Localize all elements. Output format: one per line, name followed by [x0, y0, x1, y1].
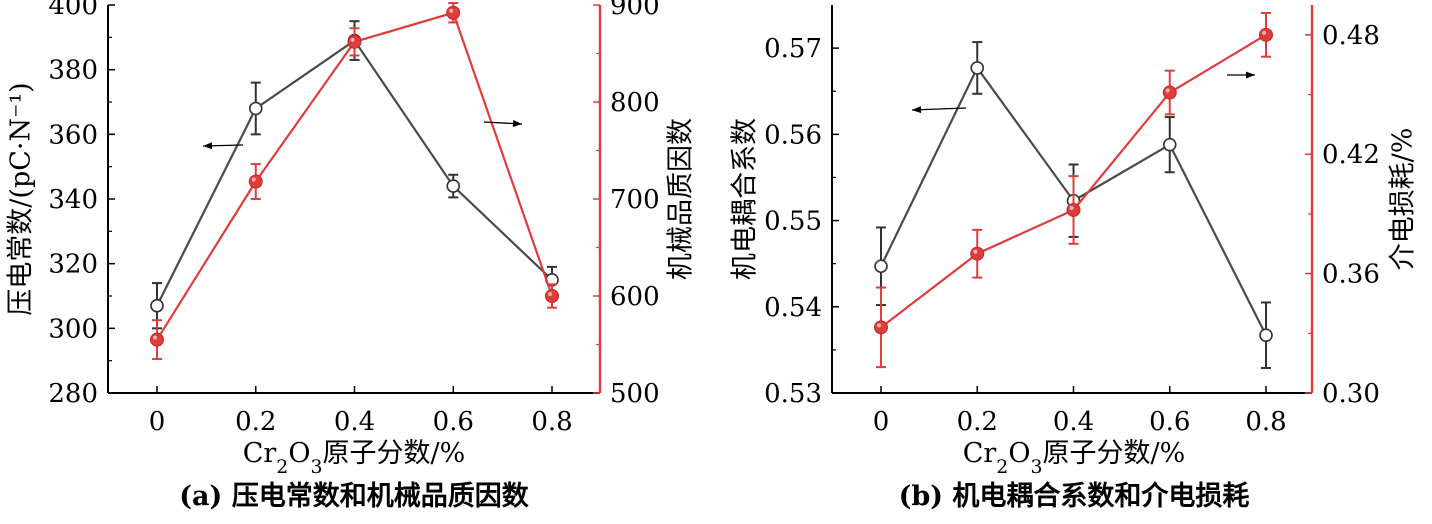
data-point-highlight [1069, 205, 1074, 210]
x-tick-label: 0.8 [1245, 407, 1286, 437]
data-point [874, 259, 888, 274]
y-left-tick-label: 0.53 [764, 379, 822, 409]
chart-panel-0: 0 0.2 0.4 0.6 0.8 280 300 320 340 360 380 400 500 600… [6, 0, 697, 512]
series-line-0 [156, 39, 553, 307]
y-right-axis-label: 机械品质因数 [666, 118, 697, 280]
x-axis-label: Cr2O3原子分数/% [963, 438, 1186, 478]
x-tick-label: 0.4 [1053, 407, 1094, 437]
y-right-tick-label: 800 [610, 88, 660, 118]
y-right-tick-label: 500 [610, 379, 660, 409]
data-point-highlight [548, 292, 552, 296]
data-point [446, 5, 461, 20]
data-point-highlight [153, 335, 157, 340]
y-left-tick-label: 320 [48, 250, 98, 280]
data-point [1162, 85, 1177, 100]
chart-panel-1: 0 0.2 0.4 0.6 0.8 0.53 0.54 0.55 0.56 0.57 0.30 0.3… [730, 5, 1419, 512]
y-right-tick-label: 0.30 [1322, 379, 1380, 409]
series-line-1 [156, 11, 554, 341]
y-right-tick-label: 0.36 [1322, 260, 1380, 290]
x-tick-label: 0.8 [531, 407, 572, 437]
y-left-tick-label: 360 [48, 120, 98, 150]
y-left-tick-label: 400 [48, 0, 98, 21]
data-point-highlight [350, 37, 355, 42]
y-right-tick-label: 900 [610, 0, 660, 21]
y-left-tick-label: 0.54 [764, 293, 822, 323]
y-left-tick-label: 340 [48, 185, 98, 215]
data-point [248, 174, 263, 189]
data-point-highlight [1165, 88, 1170, 93]
y-right-tick-label: 700 [610, 185, 660, 215]
x-axis-label: Cr2O3原子分数/% [243, 438, 466, 478]
axis-arrow [911, 107, 967, 111]
x-tick-label: 0 [873, 407, 890, 437]
data-point [150, 332, 164, 347]
data-point-highlight [1262, 30, 1266, 35]
y-left-axis-label: 压电常数/(pC·N⁻¹) [6, 82, 37, 315]
x-tick-label: 0.2 [235, 407, 276, 437]
panel-caption: (a) 压电常数和机械品质因数 [179, 481, 529, 512]
data-point-highlight [251, 177, 256, 182]
axis-arrow-head [203, 142, 213, 150]
data-point [970, 246, 985, 261]
data-point [446, 179, 461, 193]
x-tick-label: 0.4 [334, 407, 375, 437]
data-point [248, 101, 263, 116]
data-point [1066, 202, 1081, 217]
y-left-tick-label: 380 [48, 56, 98, 86]
y-left-axis-label: 机电耦合系数 [730, 118, 761, 280]
data-point [150, 298, 164, 313]
x-tick-label: 0.6 [1149, 407, 1190, 437]
data-point [874, 320, 888, 335]
axis-arrow-head [512, 120, 522, 128]
data-point [545, 289, 559, 303]
y-right-tick-label: 0.48 [1322, 21, 1380, 51]
data-point [970, 61, 985, 75]
x-tick-label: 0.6 [433, 407, 474, 437]
y-left-tick-label: 280 [48, 379, 98, 409]
y-left-tick-label: 0.56 [764, 120, 822, 150]
data-point-highlight [449, 8, 454, 13]
data-point [347, 34, 362, 49]
data-point [1162, 137, 1177, 152]
data-point [1259, 27, 1273, 42]
data-point [1259, 328, 1273, 343]
y-right-tick-label: 0.42 [1322, 140, 1380, 170]
y-left-tick-label: 0.55 [764, 207, 822, 237]
y-left-tick-label: 300 [48, 314, 98, 344]
x-tick-label: 0.2 [957, 407, 998, 437]
panel-caption: (b) 机电耦合系数和介电损耗 [899, 480, 1250, 512]
y-left-tick-label: 0.57 [764, 34, 822, 64]
axis-arrow-head [1246, 71, 1255, 79]
y-right-tick-label: 600 [610, 282, 660, 312]
data-point-highlight [877, 323, 881, 328]
data-point-highlight [973, 249, 978, 254]
y-right-axis-label: 介电损耗/% [1388, 128, 1419, 271]
x-tick-label: 0 [149, 407, 166, 437]
axis-arrow-head [912, 106, 922, 114]
